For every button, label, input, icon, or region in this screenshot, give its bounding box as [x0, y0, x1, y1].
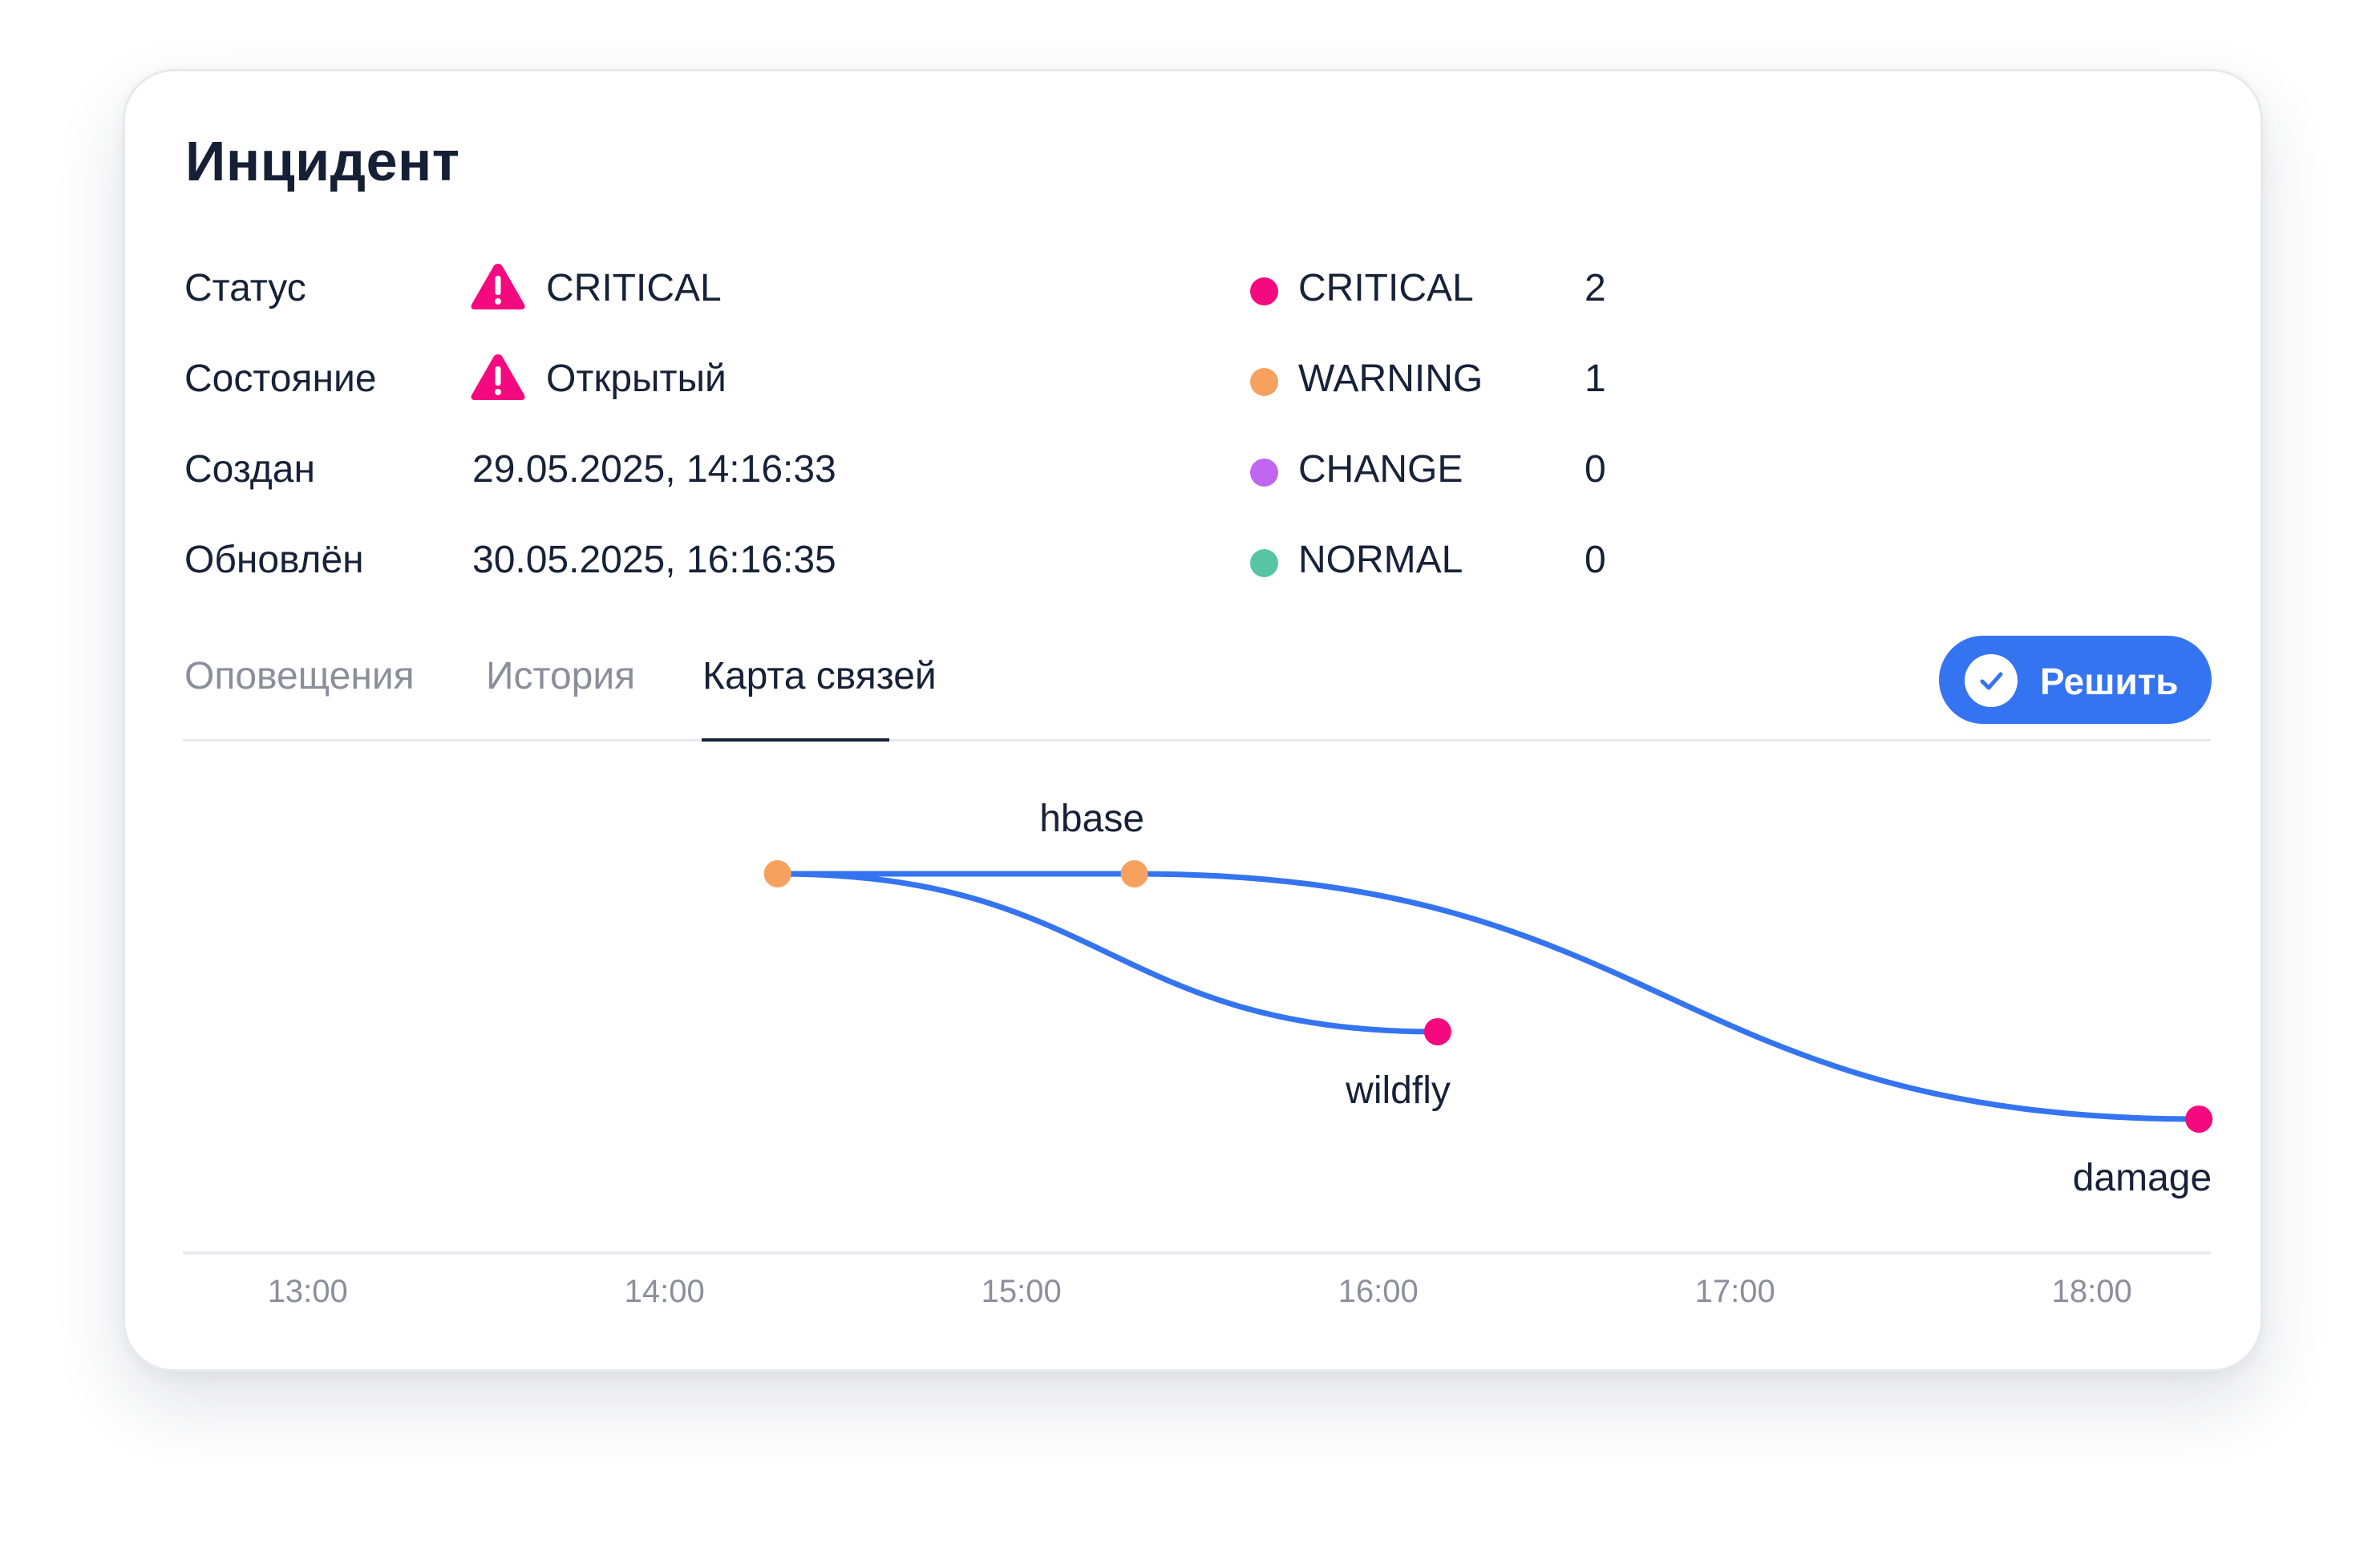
x-tick-label: 18:00 — [2052, 1274, 2132, 1309]
legend-change-count: 0 — [1585, 448, 1606, 491]
relation-edge — [1131, 871, 2202, 1122]
relation-edge — [775, 871, 1441, 1035]
updated-label: Обновлён — [184, 539, 364, 581]
tab-relations-map[interactable]: Карта связей — [702, 655, 937, 697]
legend-warning-label: WARNING — [1298, 358, 1483, 400]
legend-normal-count: 0 — [1585, 539, 1606, 581]
status-value: CRITICAL — [546, 267, 722, 309]
check-icon — [1965, 654, 2018, 707]
resolve-button[interactable]: Решить — [1939, 636, 2212, 724]
tabs-divider — [183, 739, 2211, 742]
active-tab-indicator — [702, 738, 889, 742]
resolve-button-label: Решить — [2040, 661, 2179, 702]
incident-card: Инцидент Статус CRITICAL Состояние Откры… — [123, 69, 2263, 1372]
legend-critical-label: CRITICAL — [1298, 267, 1474, 309]
legend-warning-count: 1 — [1585, 358, 1606, 400]
state-label: Состояние — [184, 358, 377, 400]
updated-value: 30.05.2025, 16:16:35 — [472, 539, 836, 581]
status-label: Статус — [184, 267, 306, 309]
page-title: Инцидент — [185, 130, 460, 192]
warning-triangle-icon — [471, 354, 525, 400]
tab-notifications[interactable]: Оповещения — [184, 655, 415, 697]
legend-critical-count: 2 — [1585, 267, 1606, 309]
tab-history[interactable]: История — [486, 655, 636, 697]
x-tick-label: 14:00 — [625, 1274, 705, 1309]
legend-normal-label: NORMAL — [1298, 539, 1463, 581]
x-tick-label: 17:00 — [1695, 1274, 1775, 1309]
graph-node-label: hbase — [1039, 798, 1144, 840]
x-tick-label: 13:00 — [268, 1274, 348, 1309]
change-dot-icon — [1250, 459, 1278, 487]
x-tick-label: 16:00 — [1338, 1274, 1419, 1309]
critical-dot-icon — [1250, 277, 1278, 305]
relations-map-chart: hbase wildfly damage 13:00 14:00 15:00 16:00 1… — [183, 798, 2213, 1309]
warning-triangle-icon — [471, 264, 525, 309]
graph-node-label: wildfly — [1345, 1069, 1451, 1112]
graph-node-wildfly[interactable] — [1423, 1018, 1451, 1045]
graph-node-label: damage — [2073, 1157, 2212, 1199]
created-value: 29.05.2025, 14:16:33 — [472, 448, 836, 491]
legend-change-label: CHANGE — [1298, 448, 1463, 491]
state-value: Открытый — [546, 358, 727, 400]
created-label: Создан — [184, 448, 315, 491]
graph-node-damage[interactable] — [2185, 1105, 2213, 1133]
graph-node-hbase[interactable] — [1120, 860, 1148, 887]
graph-node-unlabeled[interactable] — [763, 860, 791, 887]
x-tick-label: 15:00 — [982, 1274, 1062, 1309]
normal-dot-icon — [1250, 549, 1278, 577]
warning-dot-icon — [1250, 368, 1278, 396]
